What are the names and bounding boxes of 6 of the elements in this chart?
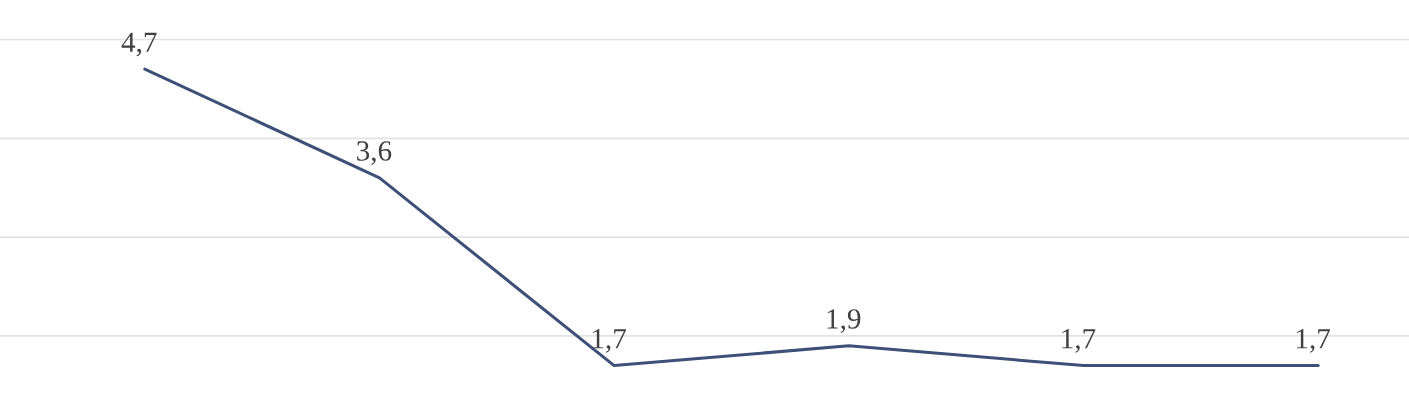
data-label: 3,6 [357, 141, 392, 166]
data-label: 1,7 [1062, 329, 1096, 353]
data-label: 1,9 [827, 309, 861, 333]
data-label: 1,7 [1296, 329, 1331, 353]
data-label: 4,7 [121, 32, 157, 57]
data-label: 1,7 [592, 329, 626, 353]
